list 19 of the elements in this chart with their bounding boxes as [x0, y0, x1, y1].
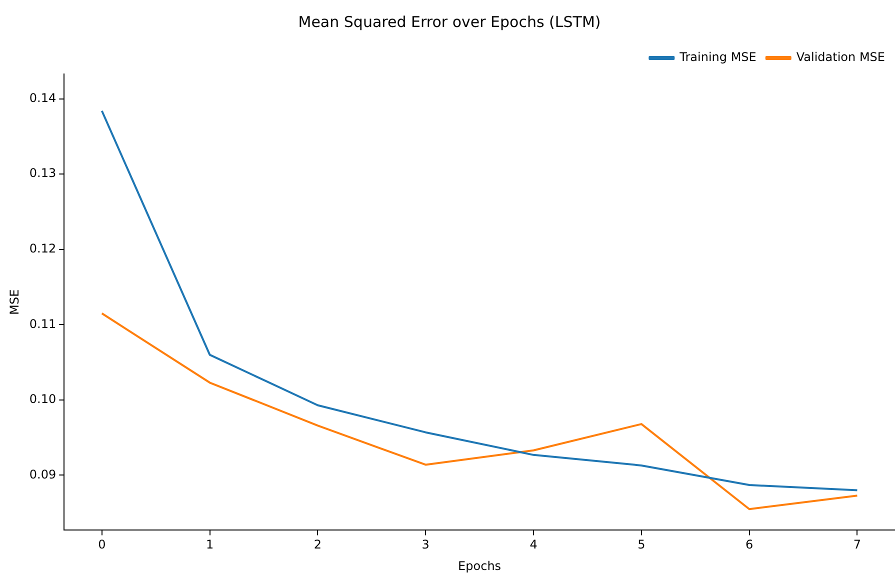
x-tick-label: 2 — [314, 538, 322, 552]
legend-label: Training MSE — [678, 50, 756, 64]
y-tick-label: 0.10 — [29, 392, 56, 406]
x-tick-label: 7 — [853, 538, 862, 552]
y-tick-label: 0.13 — [29, 166, 56, 180]
x-tick-label: 4 — [530, 538, 538, 552]
legend-label: Validation MSE — [796, 50, 885, 64]
x-tick-label: 1 — [206, 538, 214, 552]
y-axis-title: MSE — [7, 289, 22, 315]
x-tick-label: 6 — [746, 538, 754, 552]
x-tick-label: 3 — [422, 538, 430, 552]
chart-title: Mean Squared Error over Epochs (LSTM) — [298, 12, 601, 31]
y-tick-label: 0.11 — [29, 316, 56, 331]
y-tick-label: 0.09 — [29, 467, 56, 482]
x-tick-label: 5 — [638, 538, 646, 552]
x-axis-title: Epochs — [458, 558, 502, 573]
y-tick-label: 0.12 — [29, 242, 56, 256]
y-tick-label: 0.14 — [29, 90, 56, 105]
x-tick-label: 0 — [98, 538, 106, 552]
